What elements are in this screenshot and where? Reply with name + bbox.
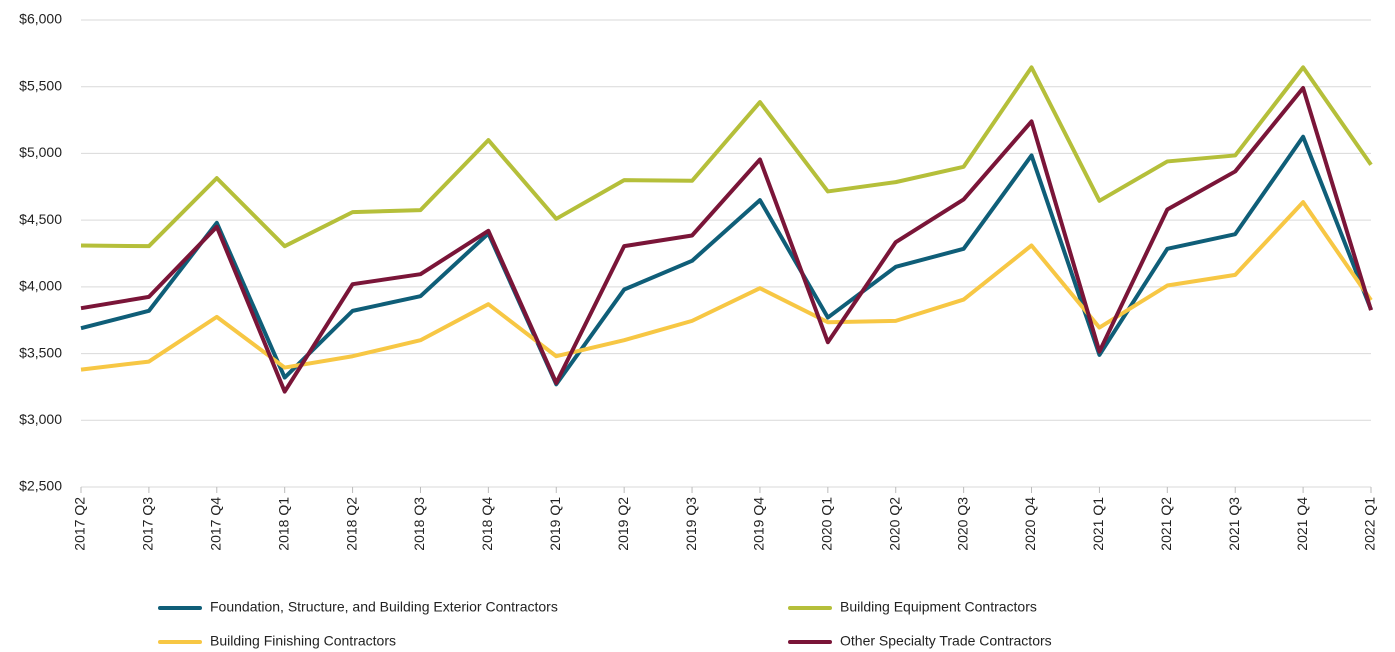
x-tick-label: 2019 Q3: [683, 497, 699, 551]
x-tick-label: 2018 Q4: [479, 497, 495, 551]
series-line: [80, 86, 1373, 394]
x-tick-label: 2020 Q3: [954, 497, 970, 551]
y-tick-label: $3,500: [19, 344, 62, 360]
legend-label: Other Specialty Trade Contractors: [840, 633, 1052, 649]
y-tick-label: $3,000: [19, 411, 62, 427]
y-tick-label: $5,000: [19, 144, 62, 160]
x-tick-label: 2021 Q2: [1158, 497, 1174, 551]
x-tick-label: 2019 Q1: [547, 497, 563, 551]
x-tick-label: 2021 Q1: [1090, 497, 1106, 551]
x-tick-label: 2017 Q4: [207, 497, 223, 551]
x-tick-label: 2017 Q3: [140, 497, 156, 551]
x-tick-label: 2018 Q3: [411, 497, 427, 551]
y-tick-label: $2,500: [19, 478, 62, 494]
legend-label: Building Finishing Contractors: [210, 633, 396, 649]
x-tick-label: 2019 Q2: [615, 497, 631, 551]
y-tick-label: $4,000: [19, 278, 62, 294]
x-tick-label: 2020 Q4: [1022, 497, 1038, 551]
x-tick-label: 2019 Q4: [751, 497, 767, 551]
x-tick-label: 2017 Q2: [72, 497, 88, 551]
y-tick-label: $5,500: [19, 77, 62, 93]
x-tick-label: 2020 Q2: [886, 497, 902, 551]
y-tick-label: $4,500: [19, 211, 62, 227]
series-line: [80, 200, 1373, 372]
x-tick-label: 2022 Q1: [1362, 497, 1378, 551]
x-tick-label: 2018 Q1: [275, 497, 291, 551]
x-tick-label: 2018 Q2: [343, 497, 359, 551]
x-tick-label: 2021 Q4: [1294, 497, 1310, 551]
x-tick-label: 2020 Q1: [819, 497, 835, 551]
series-line: [80, 65, 1373, 249]
x-tick-label: 2021 Q3: [1226, 497, 1242, 551]
legend-label: Building Equipment Contractors: [840, 599, 1037, 615]
series-line: [80, 134, 1373, 387]
legend-label: Foundation, Structure, and Building Exte…: [210, 599, 558, 615]
y-tick-label: $6,000: [19, 11, 62, 27]
